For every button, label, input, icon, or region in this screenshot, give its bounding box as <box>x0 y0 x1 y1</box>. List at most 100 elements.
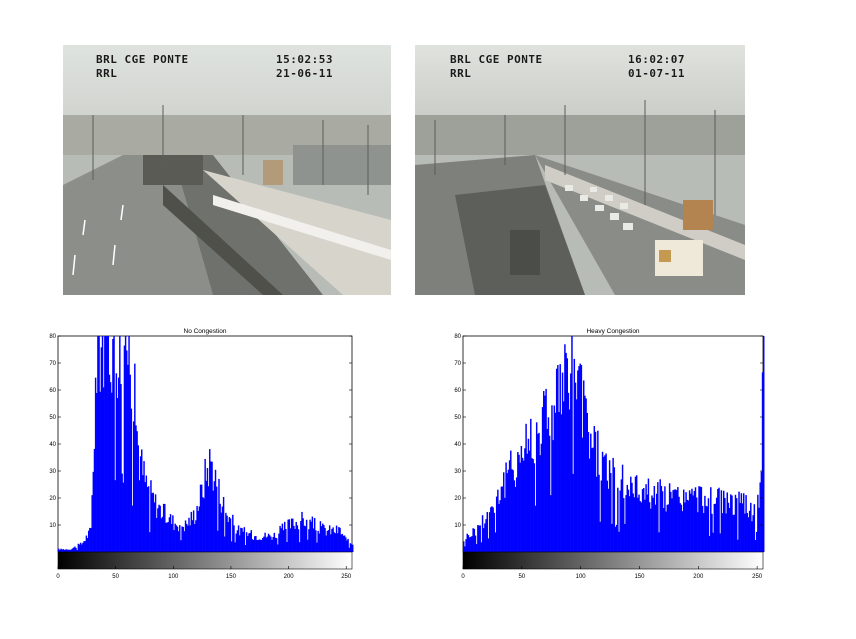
histogram-bar <box>280 528 282 552</box>
histogram-bar <box>301 511 303 552</box>
histogram-bar <box>674 489 677 552</box>
histogram-bar <box>121 473 123 552</box>
histogram-bar <box>251 539 254 552</box>
histogram-bar <box>719 533 721 552</box>
histogram-bar <box>83 541 85 552</box>
histogram-bar <box>614 526 617 552</box>
histogram-bar <box>638 494 640 552</box>
histogram-bar <box>162 503 165 552</box>
histogram-bar <box>694 487 697 552</box>
histogram-bar <box>710 487 712 552</box>
histogram-bar <box>731 495 733 552</box>
histogram-bar <box>690 493 692 552</box>
histogram-bar <box>508 460 511 552</box>
histogram-bar <box>611 523 613 552</box>
histogram-bar <box>647 478 650 552</box>
histogram-bar <box>327 530 330 552</box>
histogram-bar <box>78 544 81 552</box>
histogram-bar <box>247 536 249 552</box>
histogram-bar <box>128 336 130 552</box>
histogram-bar <box>664 486 666 552</box>
histogram-bar <box>229 518 232 552</box>
histogram-bar <box>499 500 501 552</box>
histogram-bar <box>467 535 470 552</box>
y-tick-label: 30 <box>454 469 461 475</box>
histogram-bar <box>349 543 352 552</box>
histogram-bar <box>184 520 187 552</box>
histogram-bar <box>302 518 304 552</box>
histogram-bar <box>651 495 653 552</box>
histogram-bar <box>501 486 504 552</box>
histogram-bar <box>156 517 158 552</box>
histogram-bar <box>137 445 140 552</box>
histogram-bar <box>592 447 594 552</box>
histogram-bar <box>539 455 541 552</box>
histogram-bar <box>228 517 231 552</box>
histogram-bar <box>199 484 202 552</box>
histogram-bar <box>700 487 703 552</box>
histogram-bar <box>583 380 585 552</box>
histogram-bar <box>188 517 190 552</box>
histogram-bar <box>147 486 150 552</box>
histogram-bar <box>205 480 208 552</box>
histogram-bar <box>667 504 670 552</box>
histogram-bar <box>697 512 699 552</box>
y-tick-label: 20 <box>454 496 461 502</box>
histogram-bar <box>283 521 286 552</box>
histogram-bar <box>500 486 503 552</box>
histogram-bar <box>91 495 93 552</box>
histogram-bar <box>179 525 181 552</box>
histogram-bar <box>593 426 596 552</box>
histogram-bar <box>159 505 161 552</box>
histogram-bar <box>104 336 106 552</box>
histogram-bar <box>157 508 159 552</box>
histogram-bar <box>532 458 534 552</box>
histogram-bar <box>568 409 571 552</box>
histogram-bar <box>631 482 633 552</box>
histogram-bar <box>86 538 89 552</box>
histogram-bar <box>744 513 746 552</box>
histogram-bar <box>230 541 233 552</box>
histogram-bar <box>69 550 71 552</box>
histogram-bar <box>521 457 524 552</box>
histogram-bar <box>338 527 340 552</box>
histogram-bar <box>187 525 189 552</box>
histogram-bar <box>519 462 521 552</box>
camera-1-overlay-line1-right: 15:02:53 <box>276 53 333 66</box>
histogram-bar <box>635 475 638 552</box>
histogram-bar <box>570 373 572 552</box>
histogram-bar <box>334 533 337 552</box>
histogram-bar <box>527 438 530 552</box>
histogram-bar <box>618 531 620 552</box>
histogram-bar <box>713 504 716 552</box>
histogram-bar <box>335 525 338 552</box>
histogram-bar <box>650 508 652 552</box>
histogram-bar <box>663 507 665 552</box>
histogram-bar <box>754 539 757 552</box>
histogram-bar <box>763 336 765 552</box>
histogram-bar <box>271 539 273 552</box>
histogram-bar <box>227 522 229 552</box>
histogram-bar <box>167 521 169 552</box>
histogram-bar <box>737 539 739 552</box>
histogram-bar <box>610 473 612 552</box>
histogram-bar <box>264 532 266 552</box>
histogram-bar <box>345 537 347 552</box>
histogram-bar <box>481 515 484 552</box>
x-tick-label: 50 <box>518 574 525 580</box>
histogram-bar <box>226 515 228 552</box>
histogram-bar <box>693 490 696 552</box>
histogram-bar <box>633 497 636 552</box>
histogram-bar <box>309 519 311 552</box>
histogram-bar <box>170 523 173 552</box>
histogram-bar <box>60 548 62 552</box>
histogram-bar <box>639 501 641 552</box>
histogram-bar <box>698 486 700 552</box>
histogram-bar <box>492 507 494 552</box>
histogram-bar <box>211 461 213 552</box>
histogram-bar <box>658 532 660 552</box>
histogram-bar <box>680 504 683 552</box>
histogram-bar <box>472 528 474 552</box>
histogram-bar <box>256 539 258 552</box>
y-tick-label: 70 <box>49 361 56 367</box>
